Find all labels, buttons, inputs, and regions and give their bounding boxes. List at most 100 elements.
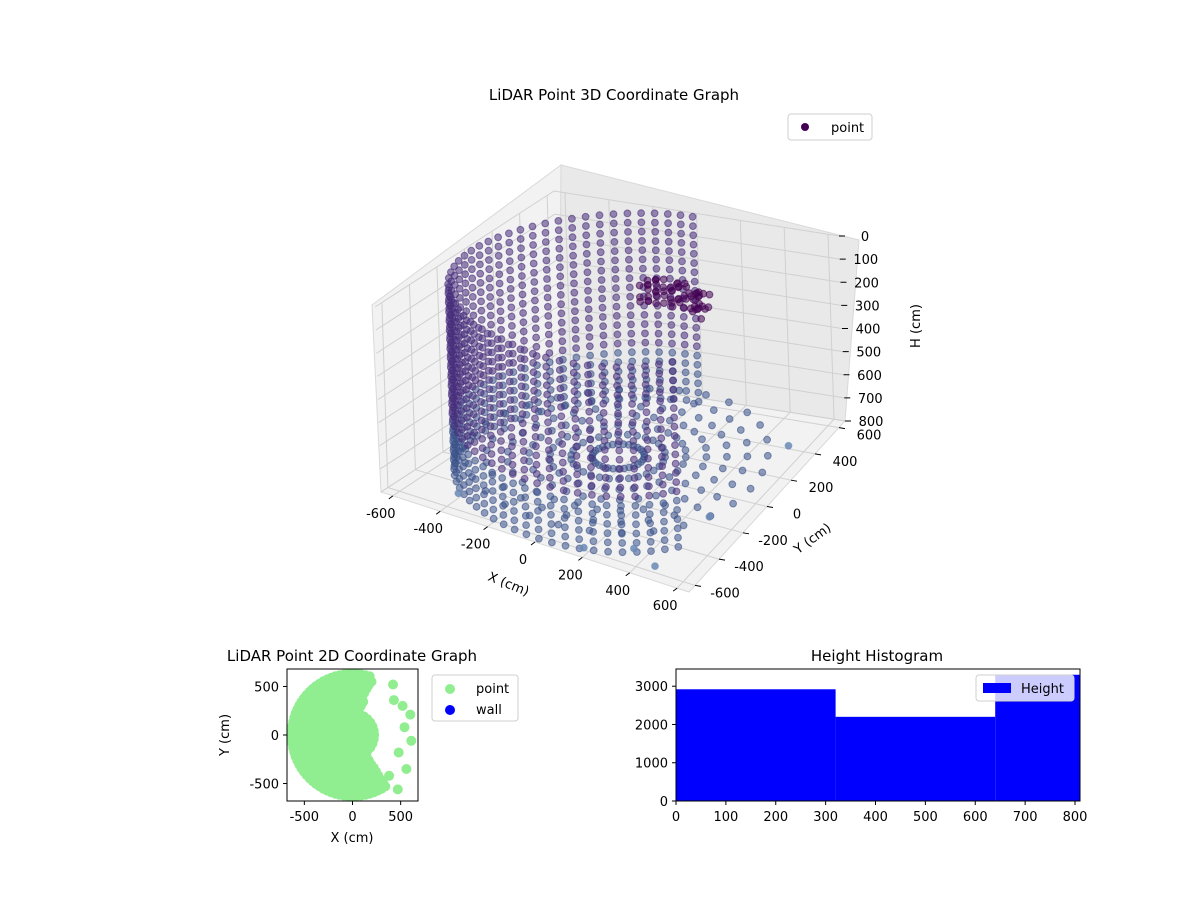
y-tick-3d <box>694 584 702 587</box>
point-3d <box>555 235 563 244</box>
legend-2d-point-marker <box>445 684 455 694</box>
point-3d <box>582 222 590 230</box>
point-3d <box>646 519 654 528</box>
point-3d <box>519 318 528 327</box>
point-3d <box>603 529 612 538</box>
point-3d <box>475 342 484 351</box>
point-3d <box>600 427 609 436</box>
point-3d <box>571 335 580 343</box>
point-3d <box>570 378 578 386</box>
point-3d <box>599 322 607 331</box>
legend-histogram-marker <box>983 683 1011 693</box>
point-3d <box>650 413 658 422</box>
point-3d <box>665 473 674 481</box>
point-3d <box>603 538 612 547</box>
y-axis-label-2d: Y (cm) <box>218 714 233 757</box>
point-3d <box>543 284 552 293</box>
point-3d <box>609 219 618 228</box>
point-3d <box>556 272 565 281</box>
point-3d <box>472 493 481 502</box>
point-3d <box>516 225 525 234</box>
point-3d <box>568 214 576 223</box>
point-3d <box>558 337 567 346</box>
point-3d <box>603 510 611 519</box>
point-3d <box>462 298 470 306</box>
point-3d <box>665 265 674 274</box>
point-3d <box>529 359 538 367</box>
point-3d <box>618 529 626 538</box>
x-tick-label-3d: -200 <box>461 538 491 553</box>
point-3d <box>626 302 635 310</box>
point-3d <box>579 468 588 476</box>
point-3d <box>611 275 620 283</box>
x-tick-3d <box>578 556 583 561</box>
point-3d <box>446 292 455 301</box>
point-3d <box>672 496 681 505</box>
point-3d <box>494 242 503 251</box>
point-3d <box>659 489 667 498</box>
point-3d <box>475 351 484 360</box>
y-tick-3d <box>814 453 822 456</box>
x-axis-label-3d: X (cm) <box>486 570 531 600</box>
histogram-bar <box>676 689 836 801</box>
point-3d <box>723 452 731 461</box>
point-3d <box>571 307 579 316</box>
point-3d <box>756 421 764 429</box>
point-3d <box>462 385 471 394</box>
point-3d <box>498 492 507 501</box>
point-3d <box>678 266 687 275</box>
point-3d <box>571 424 580 433</box>
point-3d <box>464 469 473 477</box>
point-3d <box>546 483 554 491</box>
point-3d <box>541 219 550 228</box>
point-3d <box>531 414 539 423</box>
point-3d <box>583 277 592 286</box>
point-3d <box>644 473 653 482</box>
point-3d <box>484 366 493 375</box>
point-3d <box>558 440 567 448</box>
point-3d <box>587 472 596 481</box>
point-2d <box>401 764 412 774</box>
point-3d <box>612 312 621 320</box>
point-3d <box>495 261 503 269</box>
point-3d <box>638 237 646 245</box>
point-3d <box>600 446 609 454</box>
point-3d <box>616 483 625 492</box>
point-3d <box>669 404 678 413</box>
point-3d <box>573 489 582 497</box>
point-3d <box>496 298 505 306</box>
point-3d <box>506 285 515 293</box>
x-ticks-3d: -600 -400 -200 0 200 400 600 <box>366 495 678 614</box>
point-3d <box>659 499 668 508</box>
z-tick-label-3d: 600 <box>857 369 882 384</box>
point-3d <box>652 264 661 273</box>
point-3d <box>702 391 710 399</box>
point-3d <box>694 413 703 422</box>
point-3d <box>444 286 453 295</box>
point-3d <box>454 489 463 498</box>
point-3d <box>528 222 537 231</box>
point-3d <box>477 416 486 425</box>
point-3d <box>555 254 564 262</box>
point-3d <box>578 416 586 425</box>
point-3d <box>651 246 660 255</box>
point-3d <box>475 333 483 342</box>
point-3d <box>624 246 633 255</box>
point-3d <box>641 329 649 338</box>
point-3d <box>506 396 515 404</box>
y-tick-label-2d: 500 <box>254 680 279 695</box>
point-3d <box>660 291 669 300</box>
point-3d <box>546 492 555 501</box>
point-3d <box>615 437 623 446</box>
point-3d <box>612 302 621 311</box>
point-3d <box>672 469 680 477</box>
point-3d <box>644 454 652 463</box>
point-3d <box>480 509 489 517</box>
legend-histogram-box <box>975 674 1075 702</box>
point-3d <box>624 228 632 236</box>
point-3d <box>652 299 660 308</box>
point-3d <box>543 399 552 408</box>
point-3d <box>681 368 690 377</box>
point-3d <box>496 288 504 297</box>
point-3d <box>690 268 699 277</box>
